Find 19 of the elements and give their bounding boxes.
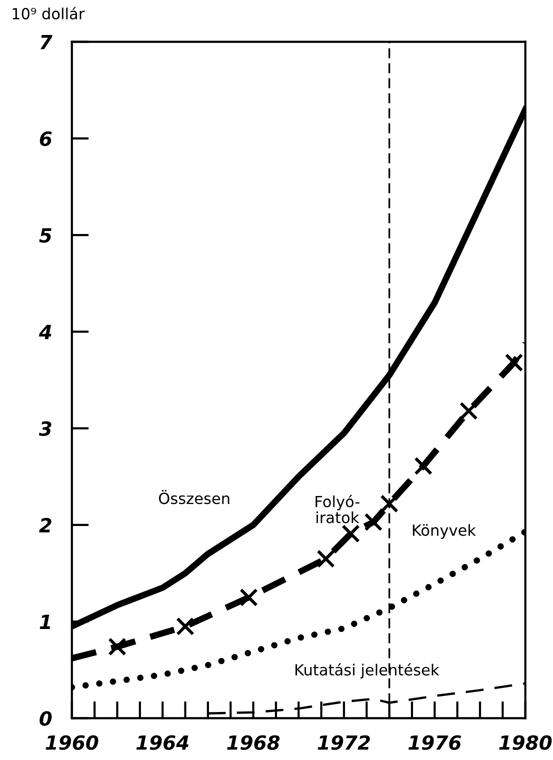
y-tick-label: 5 bbox=[39, 228, 52, 243]
y-axis-title: 10⁹ dollár bbox=[12, 6, 85, 20]
x-tick-label: 1968 bbox=[227, 735, 280, 750]
annotation: Összesen bbox=[158, 490, 230, 504]
y-tick-label: 2 bbox=[39, 518, 52, 532]
annotation: Kutatási jelentések bbox=[296, 663, 440, 679]
y-tick-label: 4 bbox=[38, 324, 52, 340]
y-tick-label: 0 bbox=[40, 711, 52, 726]
y-tick-label: 6 bbox=[40, 131, 52, 146]
x-tick-label: 1980 bbox=[499, 735, 552, 750]
annotation: Folyó- iratok bbox=[316, 494, 360, 524]
y-tick-label: 3 bbox=[38, 421, 52, 436]
y-tick-label: 1 bbox=[40, 614, 50, 629]
y-tick-label: 7 bbox=[40, 35, 52, 50]
annotation: Könyvek bbox=[412, 524, 476, 539]
x-tick-label: 1976 bbox=[408, 735, 462, 750]
x-tick-label: 1972 bbox=[318, 735, 370, 750]
x-tick-label: 1964 bbox=[136, 735, 188, 750]
x-tick-label: 1960 bbox=[46, 735, 98, 750]
